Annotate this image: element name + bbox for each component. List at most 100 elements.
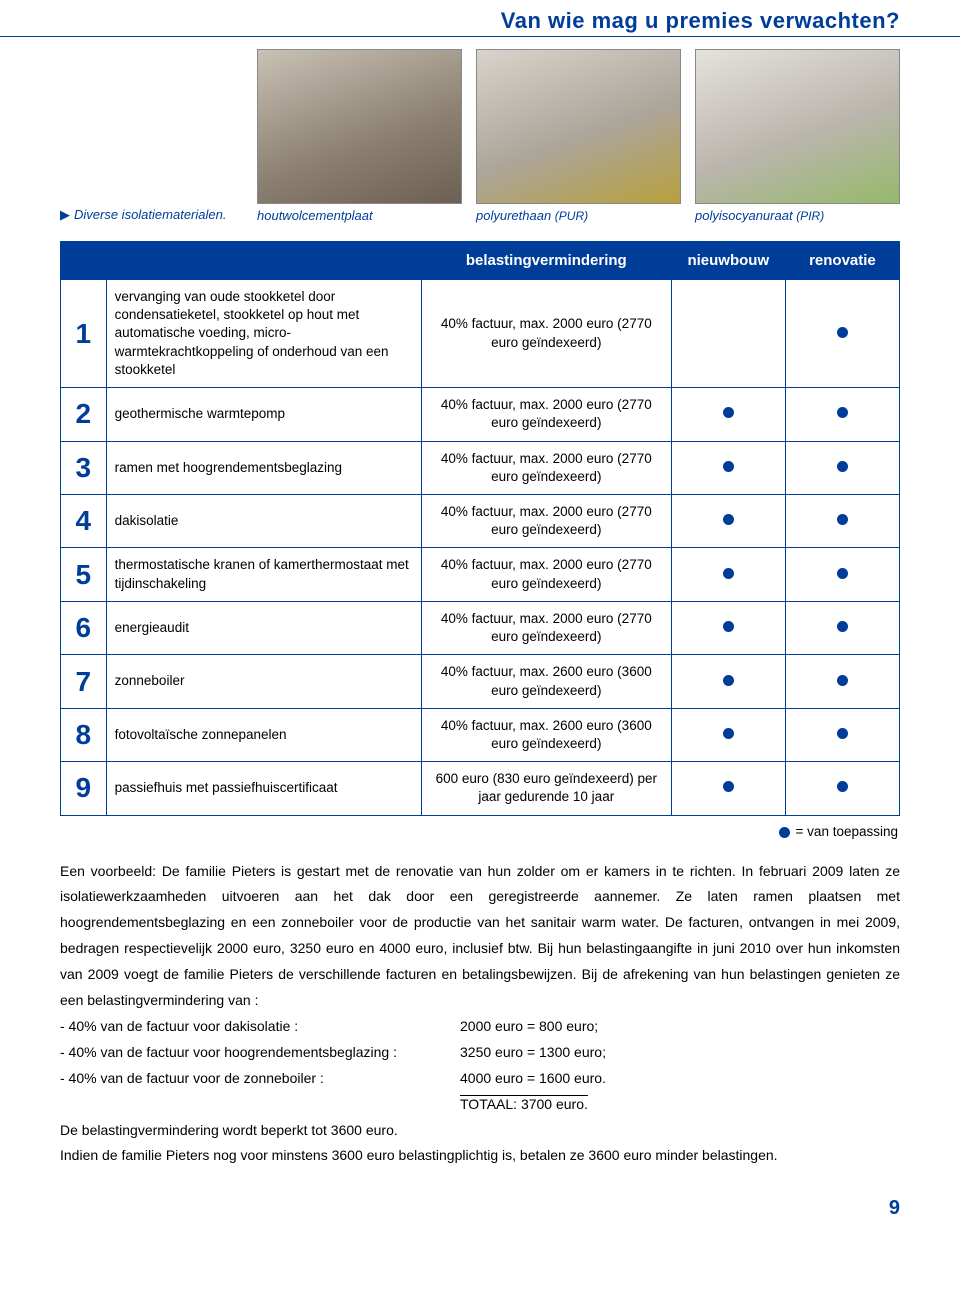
material-caption-1: houtwolcementplaat <box>257 208 373 223</box>
calculation-lines: - 40% van de factuur voor dakisolatie :2… <box>60 1014 900 1092</box>
row-nieuwbouw <box>671 548 785 601</box>
table-row: 2geothermische warmtepomp40% factuur, ma… <box>61 388 900 441</box>
table-row: 7zonneboiler40% factuur, max. 2600 euro … <box>61 655 900 708</box>
material-caption-2: polyurethaan (PUR) <box>476 208 588 223</box>
th-empty-1 <box>61 242 107 280</box>
dot-icon <box>723 568 734 579</box>
row-number: 8 <box>61 708 107 761</box>
dot-icon <box>837 621 848 632</box>
row-number: 7 <box>61 655 107 708</box>
material-caption-3: polyisocyanuraat (PIR) <box>695 208 824 223</box>
dot-icon <box>837 728 848 739</box>
calc-label: - 40% van de factuur voor hoogrendements… <box>60 1040 460 1066</box>
tax-reduction-table: belastingvermindering nieuwbouw renovati… <box>60 241 900 816</box>
dot-icon <box>723 461 734 472</box>
materials-intro-text: Diverse isolatiematerialen. <box>74 207 226 222</box>
row-nieuwbouw <box>671 762 785 815</box>
row-description: fotovoltaïsche zonnepanelen <box>106 708 421 761</box>
row-description: energieaudit <box>106 601 421 654</box>
row-renovatie <box>785 441 899 494</box>
row-nieuwbouw <box>671 601 785 654</box>
row-renovatie <box>785 494 899 547</box>
th-renovatie: renovatie <box>785 242 899 280</box>
row-tax: 40% factuur, max. 2600 euro (3600 euro g… <box>421 708 671 761</box>
row-tax: 40% factuur, max. 2000 euro (2770 euro g… <box>421 441 671 494</box>
example-p2: De belastingvermindering wordt beperkt t… <box>60 1118 900 1144</box>
th-empty-2 <box>106 242 421 280</box>
row-renovatie <box>785 655 899 708</box>
row-number: 2 <box>61 388 107 441</box>
row-description: zonneboiler <box>106 655 421 708</box>
row-renovatie <box>785 548 899 601</box>
row-number: 3 <box>61 441 107 494</box>
row-renovatie <box>785 762 899 815</box>
row-nieuwbouw <box>671 388 785 441</box>
row-description: geothermische warmtepomp <box>106 388 421 441</box>
dot-icon <box>723 514 734 525</box>
row-number: 6 <box>61 601 107 654</box>
calc-label: - 40% van de factuur voor de zonneboiler… <box>60 1066 460 1092</box>
calculation-total: TOTAAL: 3700 euro. <box>460 1092 650 1118</box>
row-number: 4 <box>61 494 107 547</box>
table-header-row: belastingvermindering nieuwbouw renovati… <box>61 242 900 280</box>
page-number: 9 <box>60 1197 900 1220</box>
row-description: dakisolatie <box>106 494 421 547</box>
table-row: 6energieaudit40% factuur, max. 2000 euro… <box>61 601 900 654</box>
calc-value: 3250 euro = 1300 euro; <box>460 1040 650 1066</box>
row-tax: 40% factuur, max. 2000 euro (2770 euro g… <box>421 388 671 441</box>
row-nieuwbouw <box>671 494 785 547</box>
row-number: 5 <box>61 548 107 601</box>
th-nieuwbouw: nieuwbouw <box>671 242 785 280</box>
row-tax: 40% factuur, max. 2000 euro (2770 euro g… <box>421 494 671 547</box>
row-nieuwbouw <box>671 708 785 761</box>
th-tax: belastingvermindering <box>421 242 671 280</box>
legend-text: = van toepassing <box>796 824 898 839</box>
table-row: 4dakisolatie40% factuur, max. 2000 euro … <box>61 494 900 547</box>
material-image-1 <box>257 49 462 204</box>
table-row: 3ramen met hoogrendementsbeglazing40% fa… <box>61 441 900 494</box>
row-description: vervanging van oude stookketel door cond… <box>106 280 421 388</box>
calc-label: - 40% van de factuur voor dakisolatie : <box>60 1014 460 1040</box>
material-image-2 <box>476 49 681 204</box>
row-description: passiefhuis met passiefhuiscertificaat <box>106 762 421 815</box>
calculation-total-row: TOTAAL: 3700 euro. <box>60 1092 900 1118</box>
row-number: 1 <box>61 280 107 388</box>
dot-icon <box>723 728 734 739</box>
example-text-block: Een voorbeeld: De familie Pieters is ges… <box>60 859 900 1014</box>
dot-icon <box>723 675 734 686</box>
calculation-row: - 40% van de factuur voor dakisolatie :2… <box>60 1014 900 1040</box>
page-title: Van wie mag u premies verwachten? <box>501 8 900 33</box>
dot-icon <box>837 407 848 418</box>
dot-icon <box>837 327 848 338</box>
table-row: 9passiefhuis met passiefhuiscertificaat6… <box>61 762 900 815</box>
example-p1: Een voorbeeld: De familie Pieters is ges… <box>60 859 900 1014</box>
row-tax: 40% factuur, max. 2600 euro (3600 euro g… <box>421 655 671 708</box>
row-tax: 40% factuur, max. 2000 euro (2770 euro g… <box>421 280 671 388</box>
calculation-row: - 40% van de factuur voor hoogrendements… <box>60 1040 900 1066</box>
dot-icon <box>837 675 848 686</box>
calc-value: 4000 euro = 1600 euro. <box>460 1066 650 1092</box>
row-description: ramen met hoogrendementsbeglazing <box>106 441 421 494</box>
calc-value: 2000 euro = 800 euro; <box>460 1014 650 1040</box>
legend-dot-icon <box>779 827 790 838</box>
dot-icon <box>837 461 848 472</box>
table-row: 5thermostatische kranen of kamerthermost… <box>61 548 900 601</box>
row-renovatie <box>785 601 899 654</box>
row-tax: 40% factuur, max. 2000 euro (2770 euro g… <box>421 601 671 654</box>
dot-icon <box>837 781 848 792</box>
example-footer: De belastingvermindering wordt beperkt t… <box>60 1118 900 1170</box>
legend: = van toepassing <box>60 824 898 839</box>
row-renovatie <box>785 280 899 388</box>
row-nieuwbouw <box>671 280 785 388</box>
table-row: 1vervanging van oude stookketel door con… <box>61 280 900 388</box>
row-description: thermostatische kranen of kamerthermosta… <box>106 548 421 601</box>
row-nieuwbouw <box>671 441 785 494</box>
calculation-row: - 40% van de factuur voor de zonneboiler… <box>60 1066 900 1092</box>
dot-icon <box>837 514 848 525</box>
materials-image-row: ▶Diverse isolatiematerialen. houtwolceme… <box>60 49 900 223</box>
dot-icon <box>723 781 734 792</box>
materials-intro-caption: ▶Diverse isolatiematerialen. <box>60 207 226 223</box>
row-nieuwbouw <box>671 655 785 708</box>
dot-icon <box>723 621 734 632</box>
row-number: 9 <box>61 762 107 815</box>
